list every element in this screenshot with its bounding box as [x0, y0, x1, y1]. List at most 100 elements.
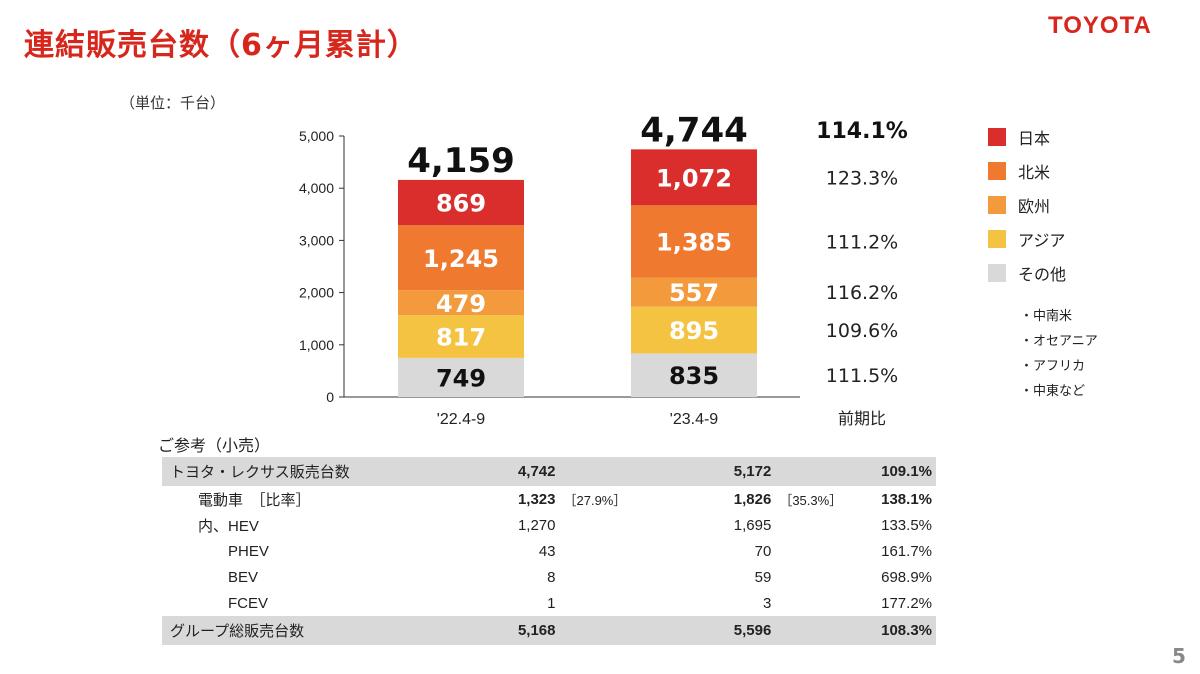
- value-2023: 1,695: [733, 516, 772, 534]
- bar-segment: [398, 225, 524, 291]
- table-row: 内、HEV 1,270 1,695 133.5%: [162, 512, 936, 538]
- data-label: 895: [669, 317, 719, 345]
- table-row: グループ総販売台数 5,168 5,596 108.3%: [162, 616, 936, 645]
- ratio-2023: [775, 538, 877, 564]
- yoy-value: 108.3%: [877, 616, 936, 645]
- bar-segment: [398, 315, 524, 358]
- row-label: トヨタ・レクサス販売台数: [162, 457, 446, 486]
- table-row: BEV 8 59 698.9%: [162, 564, 936, 590]
- legend-swatch: [988, 196, 1006, 214]
- data-label: 1,385: [656, 228, 732, 256]
- ratio-2022: [560, 538, 662, 564]
- legend-swatch: [988, 162, 1006, 180]
- toyota-logo: TOYOTA: [1048, 12, 1152, 39]
- data-label: 557: [669, 279, 719, 307]
- legend-label: 日本: [1018, 129, 1051, 148]
- data-label: 749: [436, 364, 486, 392]
- ratio-2022: [560, 512, 662, 538]
- x-tick-label: '22.4-9: [437, 411, 486, 428]
- value-2023: 1,826: [733, 490, 772, 508]
- yoy-value: 109.1%: [877, 457, 936, 486]
- yoy-label: 111.5%: [826, 365, 898, 387]
- ratio-2023: ［35.3%］: [779, 492, 843, 508]
- ratio-2022: ［27.9%］: [563, 492, 627, 508]
- ratio-2022: [559, 457, 662, 486]
- yoy-label: 123.3%: [826, 167, 898, 189]
- data-label: 869: [436, 190, 486, 218]
- ratio-2023: [775, 590, 877, 616]
- table-row: トヨタ・レクサス販売台数 4,742 5,172 109.1%: [162, 457, 936, 486]
- yoy-value: 698.9%: [881, 568, 932, 586]
- legend-sub-item: ・アフリカ: [1020, 359, 1086, 374]
- row-label: FCEV: [228, 594, 269, 612]
- data-label: 1,072: [656, 164, 732, 192]
- y-tick-label: 5,000: [299, 128, 334, 144]
- value-2022: 1,323: [517, 490, 556, 508]
- bar-segment: [398, 357, 524, 397]
- legend-swatch: [988, 128, 1006, 146]
- legend-sub-item: ・中東など: [1020, 384, 1086, 399]
- row-label: 電動車 ［比率］: [198, 491, 311, 509]
- row-label: 内、HEV: [198, 517, 259, 535]
- value-2022: 4,742: [445, 457, 560, 486]
- yoy-label: 116.2%: [826, 282, 898, 304]
- ratio-2023: [775, 457, 878, 486]
- legend: 日本北米欧州アジアその他・中南米・オセアニア ・アフリカ・中東など: [988, 120, 1098, 404]
- value-2022: 1,270: [517, 516, 556, 534]
- bar-segment: [631, 149, 757, 206]
- yoy-value: 177.2%: [881, 594, 932, 612]
- value-2023: 59: [754, 568, 772, 586]
- value-2023: 3: [762, 594, 772, 612]
- row-label: グループ総販売台数: [162, 616, 446, 645]
- value-2023: 5,596: [661, 616, 776, 645]
- legend-item: 日本: [988, 120, 1098, 154]
- value-2022: 5,168: [445, 616, 560, 645]
- row-label: BEV: [228, 568, 259, 586]
- yoy-value: 133.5%: [881, 516, 932, 534]
- legend-label: その他: [1018, 265, 1067, 284]
- yoy-header: 前期比: [838, 409, 886, 428]
- value-2022: 1: [547, 594, 556, 612]
- legend-item: 北米: [988, 154, 1098, 188]
- legend-sub-list: ・中南米・オセアニア ・アフリカ・中東など: [988, 304, 1098, 404]
- legend-item: アジア: [988, 222, 1098, 256]
- data-label: 1,245: [423, 245, 499, 273]
- legend-label: 北米: [1018, 163, 1051, 182]
- legend-sub-item: ・オセアニア: [1020, 334, 1098, 349]
- y-tick-label: 3,000: [299, 232, 334, 248]
- reference-title: ご参考（小売）: [158, 436, 271, 455]
- ratio-2023: [775, 616, 878, 645]
- bar-segment: [631, 277, 757, 307]
- bar-segment: [631, 205, 757, 278]
- page-title: 連結販売台数（6ヶ月累計）: [24, 28, 418, 63]
- bar-segment: [631, 306, 757, 354]
- table-row: 電動車 ［比率］ 1,323 ［27.9%］ 1,826 ［35.3%］ 138.1%: [162, 486, 936, 512]
- bar-segment: [631, 353, 757, 397]
- y-tick-label: 0: [326, 389, 334, 405]
- table-row: PHEV 43 70 161.7%: [162, 538, 936, 564]
- value-2022: 8: [547, 568, 556, 586]
- data-label: 479: [436, 290, 486, 318]
- yoy-label: 109.6%: [826, 320, 898, 342]
- ratio-2023: [775, 512, 877, 538]
- legend-sub-item: ・中南米: [1020, 309, 1073, 324]
- total-label: 4,744: [640, 110, 748, 150]
- yoy-label: 111.2%: [826, 231, 898, 253]
- ratio-2022: [560, 564, 662, 590]
- unit-label: （単位：千台）: [120, 94, 226, 112]
- table-row: FCEV 1 3 177.2%: [162, 590, 936, 616]
- y-tick-label: 4,000: [299, 180, 334, 196]
- legend-label: アジア: [1018, 231, 1066, 250]
- ratio-2023: [775, 564, 877, 590]
- row-label: PHEV: [228, 542, 269, 560]
- value-2023: 70: [754, 542, 772, 560]
- y-tick-label: 1,000: [299, 337, 334, 353]
- legend-swatch: [988, 264, 1006, 282]
- yoy-value: 161.7%: [881, 542, 932, 560]
- reference-table: トヨタ・レクサス販売台数 4,742 5,172 109.1% 電動車 ［比率］ 1,32…: [162, 457, 936, 645]
- data-label: 835: [669, 362, 719, 390]
- legend-item: 欧州: [988, 188, 1098, 222]
- total-label: 4,159: [407, 141, 515, 181]
- x-tick-label: '23.4-9: [670, 411, 719, 428]
- ratio-2022: [560, 590, 662, 616]
